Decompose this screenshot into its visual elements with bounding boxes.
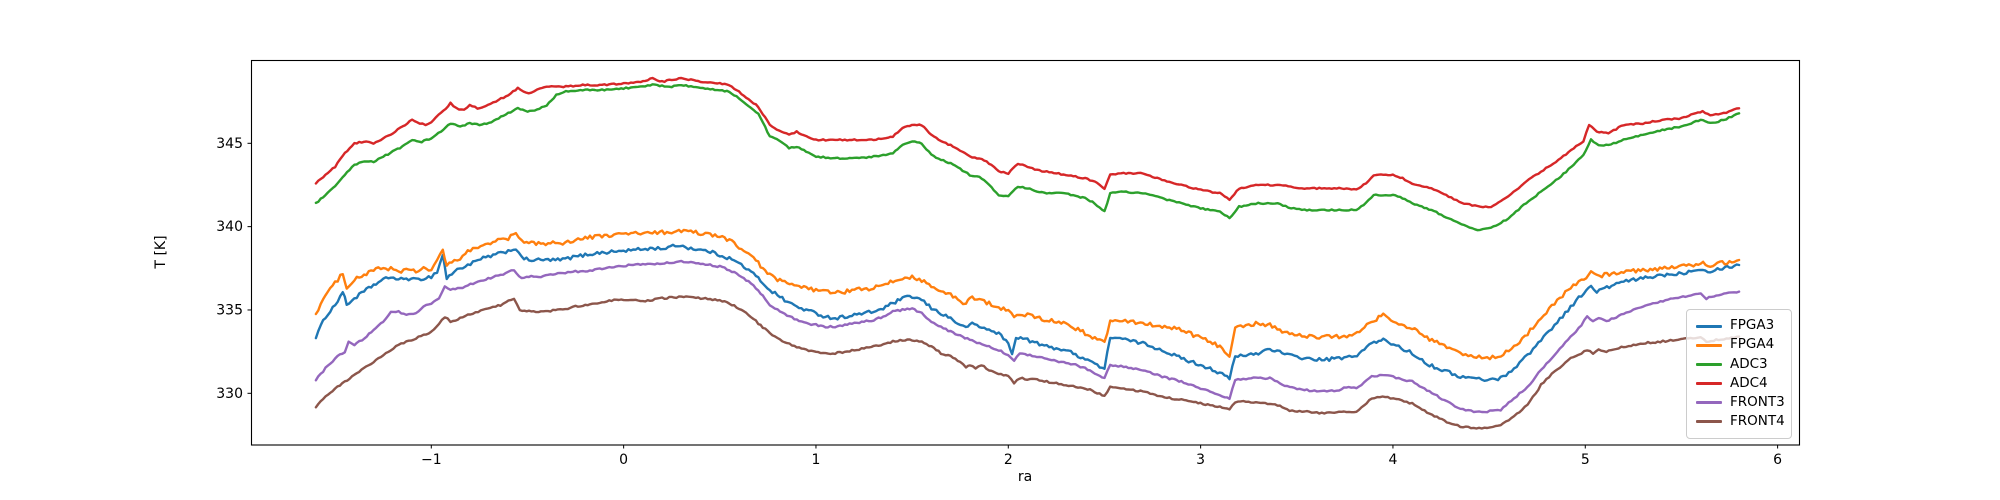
series-line-FPGA4 <box>314 228 1741 361</box>
series-line-ADC4 <box>314 76 1741 209</box>
series-line-ADC3 <box>314 83 1741 232</box>
series-line-FRONT4 <box>314 295 1741 430</box>
legend-line-sample <box>1696 420 1722 424</box>
legend-item-FRONT3: FRONT3 <box>1696 394 1785 411</box>
y-tick-label: 330 <box>216 386 243 402</box>
legend-label: FRONT3 <box>1730 394 1785 410</box>
legend-item-FPGA3: FPGA3 <box>1696 318 1782 334</box>
x-tick-label: 0 <box>619 452 628 468</box>
x-tick-label: 2 <box>1004 452 1013 468</box>
y-tick-label: 335 <box>216 302 243 318</box>
x-tick-label: −1 <box>421 452 442 468</box>
series-line-FRONT3 <box>314 259 1741 414</box>
legend-label: FRONT4 <box>1730 413 1785 430</box>
legend-line-sample <box>1696 382 1722 386</box>
legend-label: ADC3 <box>1730 355 1768 372</box>
x-tick-label: 5 <box>1581 452 1590 468</box>
x-tick-label: 6 <box>1773 452 1782 468</box>
series-line-FPGA3 <box>314 243 1741 382</box>
axes-border <box>250 59 1801 446</box>
legend-line-sample <box>1696 343 1722 347</box>
legend-item-ADC3: ADC3 <box>1696 356 1782 372</box>
legend-line-sample <box>1696 362 1722 366</box>
y-tick-label: 340 <box>216 219 243 235</box>
legend-label: FPGA4 <box>1730 336 1775 353</box>
legend-line-sample <box>1696 401 1722 405</box>
legend-label: FPGA3 <box>1730 317 1775 334</box>
legend-line-sample <box>1696 324 1722 328</box>
x-tick-label: 1 <box>811 452 820 468</box>
legend-label: ADC4 <box>1730 374 1768 391</box>
x-axis-label: ra <box>1018 469 1032 485</box>
y-axis-label: T [K] <box>153 235 169 269</box>
x-tick-label: 4 <box>1388 452 1397 468</box>
legend-item-ADC4: ADC4 <box>1696 376 1782 392</box>
legend-item-FPGA4: FPGA4 <box>1696 337 1782 353</box>
x-tick-label: 3 <box>1196 452 1205 468</box>
legend-box: FPGA3 FPGA4 ADC3 ADC4 FRONT3 FRONT4 <box>1686 309 1792 439</box>
series-lines <box>314 76 1741 430</box>
legend-item-FRONT4: FRONT4 <box>1696 413 1785 430</box>
y-tick-label: 345 <box>216 136 243 152</box>
